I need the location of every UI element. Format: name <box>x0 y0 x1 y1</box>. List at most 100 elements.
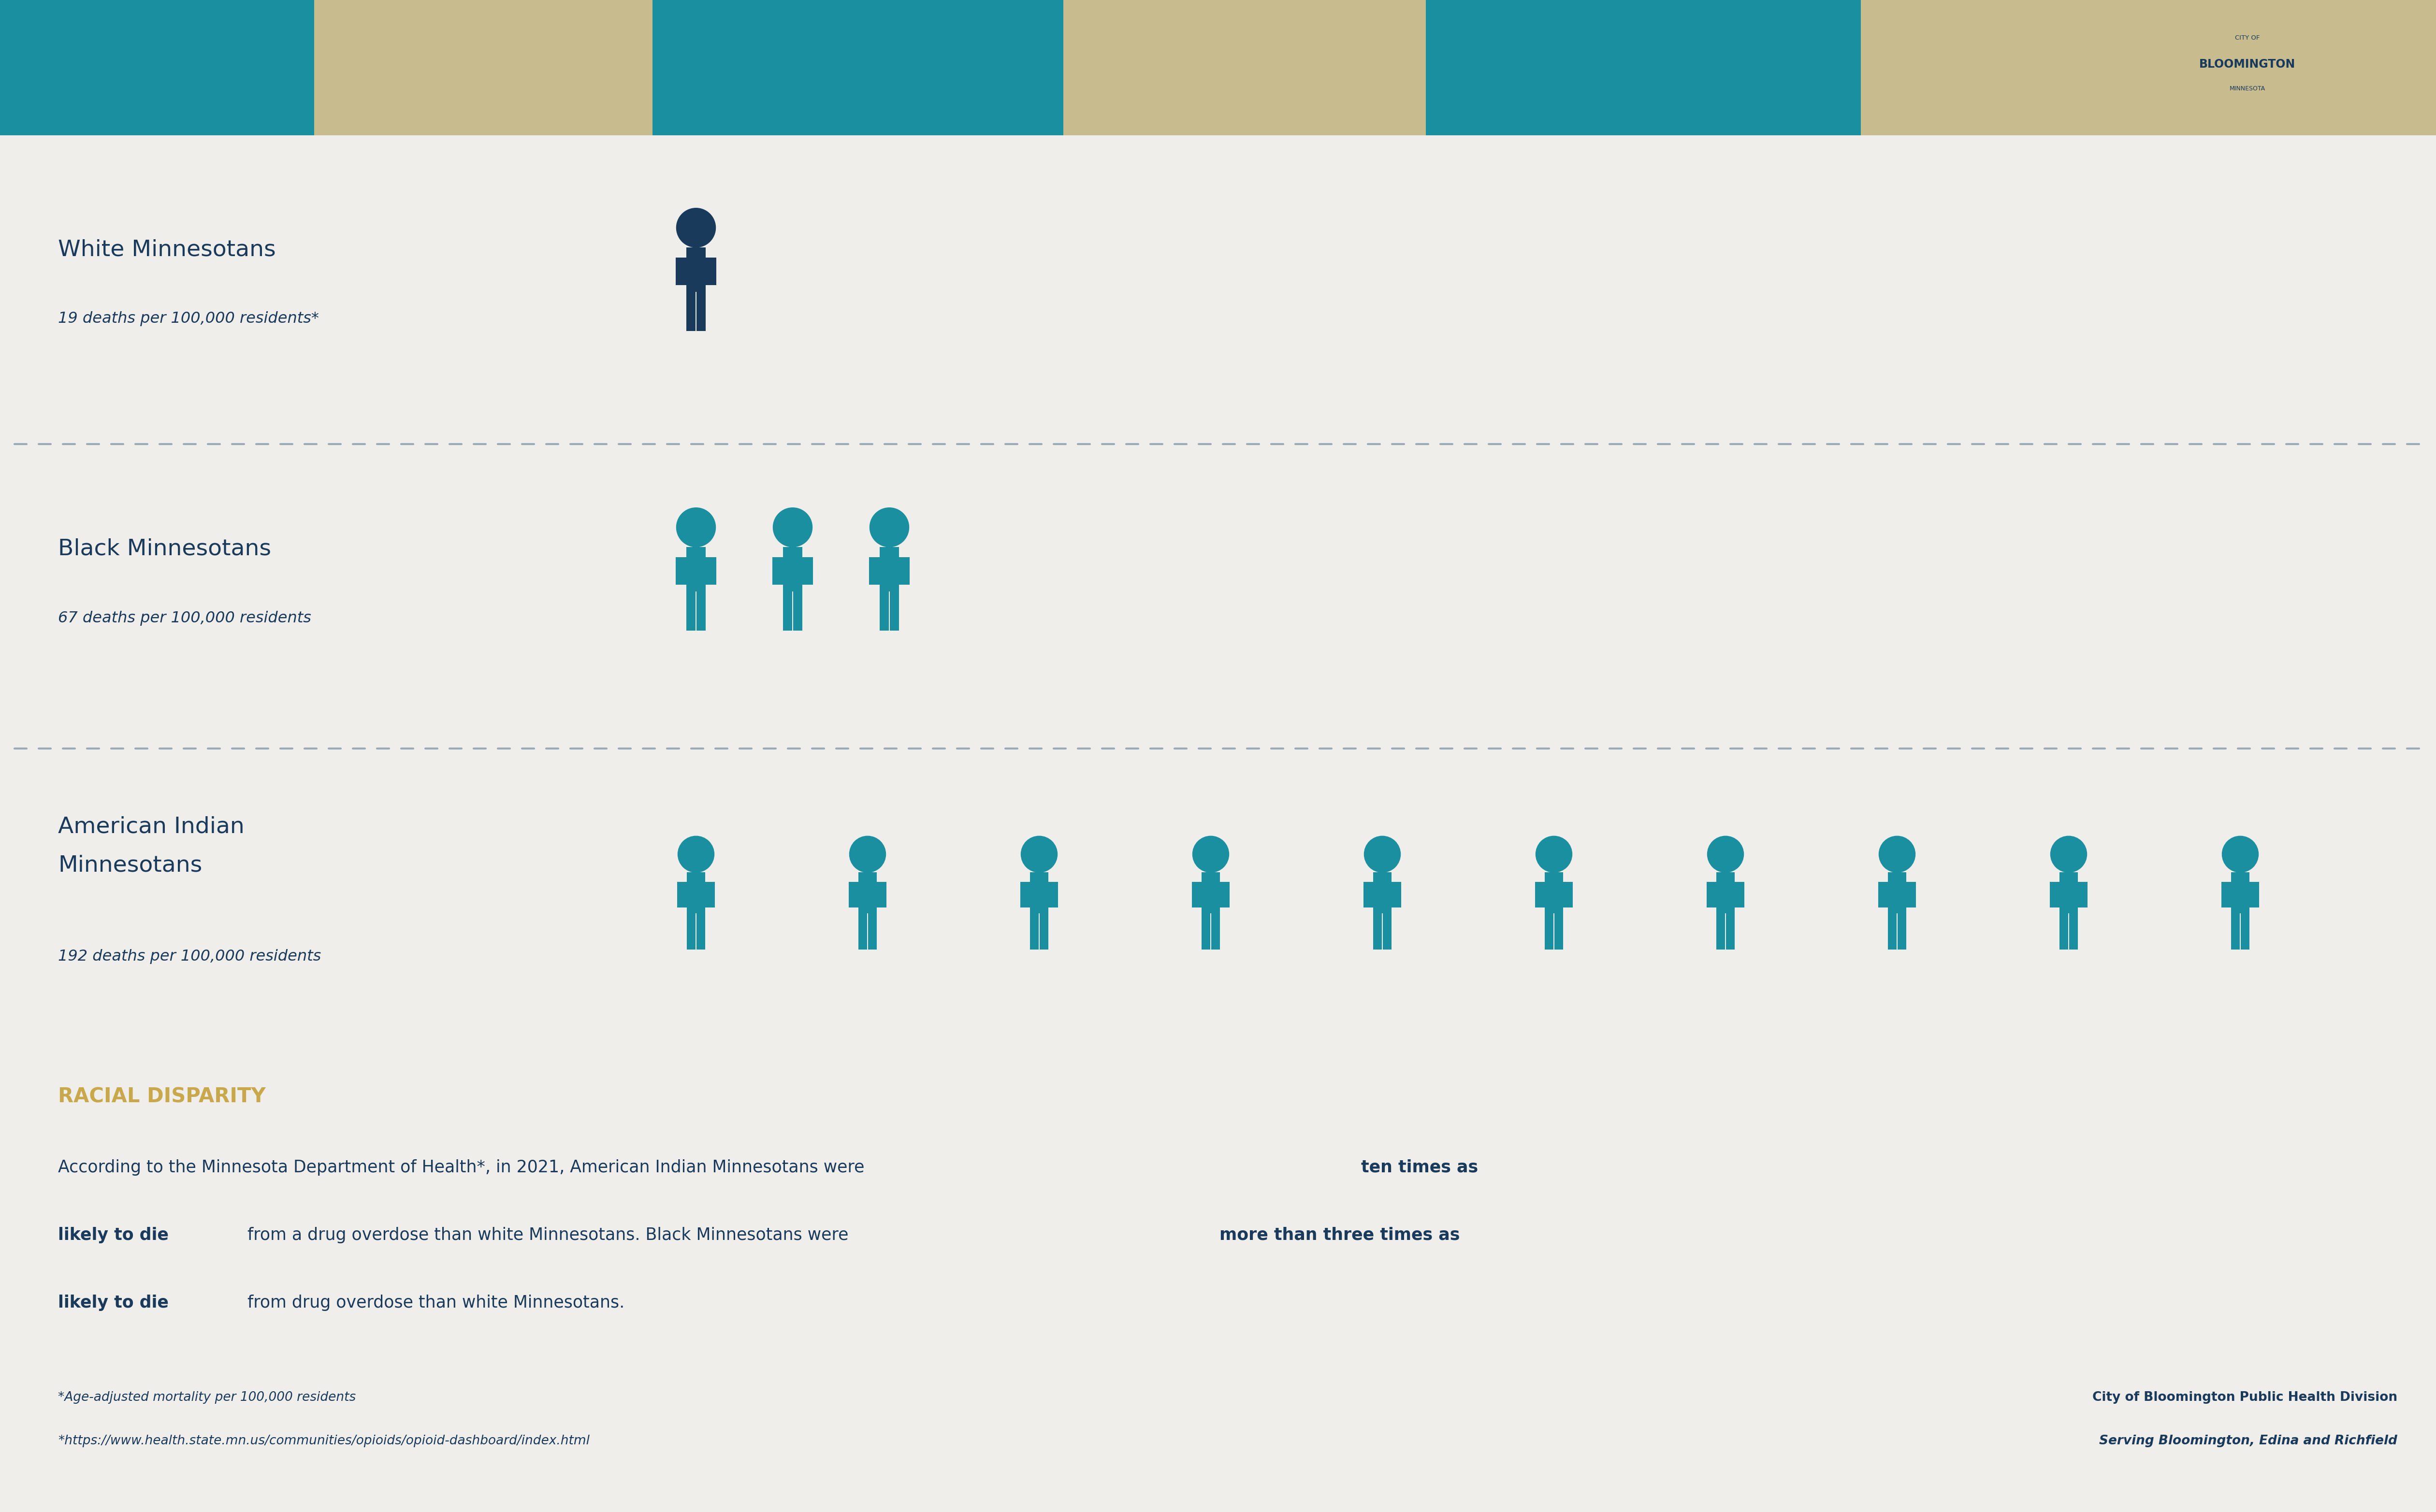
Text: MINNESOTA: MINNESOTA <box>2229 86 2265 92</box>
Bar <box>1554 913 1564 950</box>
Bar <box>2241 913 2248 950</box>
Bar <box>687 591 694 631</box>
Bar <box>1734 881 1744 907</box>
Bar <box>1717 872 1734 913</box>
Bar <box>0 0 314 135</box>
Text: *https://www.health.state.mn.us/communities/opioids/opioid-dashboard/index.html: *https://www.health.state.mn.us/communit… <box>58 1435 590 1447</box>
Bar <box>706 257 716 284</box>
Bar <box>653 0 1065 135</box>
Bar <box>2068 913 2078 950</box>
Bar <box>687 292 694 331</box>
Bar <box>675 556 687 585</box>
Bar <box>697 913 704 950</box>
Bar <box>1898 913 1905 950</box>
Bar <box>2222 881 2231 907</box>
Text: Black Minnesotans: Black Minnesotans <box>58 538 270 559</box>
Text: likely to die: likely to die <box>58 1226 168 1243</box>
Bar <box>1535 881 1544 907</box>
Bar <box>2248 881 2258 907</box>
Bar <box>782 591 792 631</box>
Circle shape <box>677 836 714 872</box>
Circle shape <box>772 508 811 547</box>
Text: RACIAL DISPARITY: RACIAL DISPARITY <box>58 1087 266 1107</box>
Bar <box>879 547 899 591</box>
Circle shape <box>850 836 887 872</box>
Text: *Age-adjusted mortality per 100,000 residents: *Age-adjusted mortality per 100,000 resi… <box>58 1391 356 1403</box>
Circle shape <box>870 508 909 547</box>
Bar <box>1384 913 1391 950</box>
Bar <box>1030 872 1047 913</box>
Text: 19 deaths per 100,000 residents*: 19 deaths per 100,000 residents* <box>58 311 319 327</box>
Bar <box>1905 881 1915 907</box>
Bar <box>857 872 877 913</box>
Bar <box>1374 913 1381 950</box>
Bar <box>1191 881 1201 907</box>
Bar <box>877 881 887 907</box>
Bar <box>677 881 687 907</box>
Bar <box>2078 881 2088 907</box>
Bar <box>1727 913 1734 950</box>
Bar <box>1065 0 1425 135</box>
Bar <box>1717 913 1725 950</box>
Text: White Minnesotans: White Minnesotans <box>58 239 275 260</box>
Circle shape <box>1194 836 1228 872</box>
Bar <box>1391 881 1401 907</box>
Bar <box>1364 881 1374 907</box>
Text: from a drug overdose than white Minnesotans. Black Minnesotans were: from a drug overdose than white Minnesot… <box>241 1226 853 1243</box>
Bar <box>857 913 867 950</box>
Text: more than three times as: more than three times as <box>1220 1226 1459 1243</box>
Bar <box>704 881 714 907</box>
Bar <box>2231 872 2248 913</box>
Bar <box>879 591 889 631</box>
Circle shape <box>2222 836 2258 872</box>
Text: 192 deaths per 100,000 residents: 192 deaths per 100,000 residents <box>58 950 322 965</box>
Bar <box>1888 913 1898 950</box>
Bar <box>1021 881 1030 907</box>
Bar <box>687 872 704 913</box>
Bar <box>687 547 706 591</box>
Bar <box>1708 881 1717 907</box>
Text: CITY OF: CITY OF <box>2236 35 2261 41</box>
Bar <box>889 591 899 631</box>
Bar <box>870 556 879 585</box>
Bar <box>1201 872 1220 913</box>
Bar <box>687 913 694 950</box>
Circle shape <box>1708 836 1744 872</box>
Text: from drug overdose than white Minnesotans.: from drug overdose than white Minnesotan… <box>241 1294 624 1311</box>
Bar <box>1030 913 1038 950</box>
Bar <box>1220 881 1230 907</box>
Bar <box>2231 913 2239 950</box>
Text: Minnesotans: Minnesotans <box>58 854 202 877</box>
Bar <box>2058 872 2078 913</box>
Bar <box>848 881 857 907</box>
Circle shape <box>1364 836 1401 872</box>
Bar <box>697 591 706 631</box>
Text: ten times as: ten times as <box>1362 1160 1479 1176</box>
Bar <box>1544 913 1554 950</box>
Bar <box>1564 881 1574 907</box>
Text: City of Bloomington Public Health Division: City of Bloomington Public Health Divisi… <box>2093 1391 2397 1403</box>
Text: BLOOMINGTON: BLOOMINGTON <box>2200 59 2295 70</box>
Bar <box>1888 872 1905 913</box>
Circle shape <box>1878 836 1915 872</box>
Bar <box>2051 881 2058 907</box>
Bar <box>697 292 706 331</box>
Bar <box>2058 913 2068 950</box>
Circle shape <box>1535 836 1571 872</box>
Bar <box>794 591 801 631</box>
Bar <box>1861 0 2436 135</box>
Bar <box>675 257 687 284</box>
Text: likely to die: likely to die <box>58 1294 168 1311</box>
Bar <box>899 556 909 585</box>
Bar <box>1374 872 1391 913</box>
Text: Serving Bloomington, Edina and Richfield: Serving Bloomington, Edina and Richfield <box>2100 1435 2397 1447</box>
Text: American Indian: American Indian <box>58 816 244 838</box>
Bar <box>782 547 801 591</box>
Bar <box>1201 913 1211 950</box>
Bar <box>314 0 653 135</box>
Bar <box>1211 913 1220 950</box>
Bar <box>1544 872 1564 913</box>
Bar <box>801 556 814 585</box>
Circle shape <box>677 508 716 547</box>
Circle shape <box>677 209 716 248</box>
